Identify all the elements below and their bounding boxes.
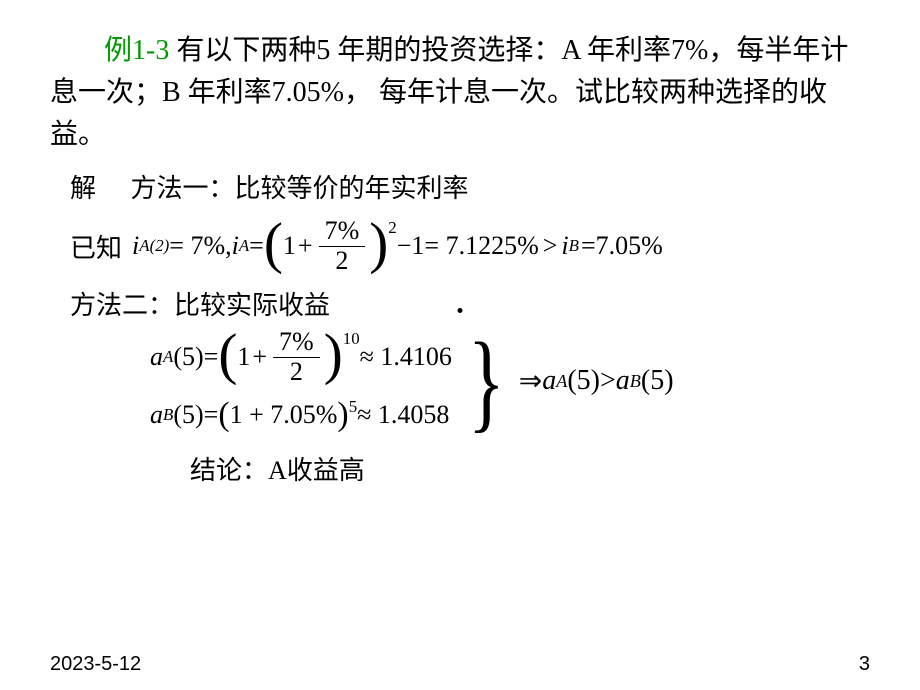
example-label: 例1-3 (104, 35, 169, 66)
eq1: = (249, 231, 264, 261)
slide: 例1-3 有以下两种5 年期的投资选择：A 年利率7%，每半年计息一次；B 年利… (0, 0, 920, 690)
plus2: + (252, 342, 267, 372)
lparen-icon: ( (264, 221, 283, 267)
exp10: 10 (343, 329, 360, 349)
frac1-num: 7% (319, 217, 366, 247)
aB-expr: aB (5) = ( 1 + 7.05% ) 5 ≈ 1.4058 (150, 396, 449, 434)
aA-expr: aA (5) = ( 1 + 7% 2 ) 10 ≈ 1.4106 (150, 328, 452, 386)
footer-date: 2023-5-12 (50, 653, 141, 676)
method1-title: 方法一：比较等价的年实利率 (131, 174, 469, 203)
iA-expr: iA = ( 1 + 7% 2 ) 2 −1 = 7.1225% > iB =7… (232, 217, 663, 275)
sym-aB2: a (616, 365, 630, 397)
five2: (5) (173, 400, 203, 430)
sub-aB: B (163, 405, 173, 425)
sub-aA: A (163, 347, 173, 367)
sub-B: B (569, 236, 579, 256)
rparen-icon: ) (369, 221, 388, 267)
exp5: 5 (349, 397, 357, 417)
method1-title-line: 解 方法一：比较等价的年实利率 (70, 168, 870, 205)
gt2: > (600, 365, 616, 397)
footer: 2023-5-12 3 (50, 653, 870, 676)
sub-aB2: B (630, 371, 641, 392)
problem-text: 例1-3 有以下两种5 年期的投资选择：A 年利率7%，每半年计息一次；B 年利… (50, 30, 870, 156)
approx1: ≈ 1.4106 (360, 342, 452, 372)
implies-icon: ⇒ (519, 364, 542, 398)
method2-title: 方法二：比较实际收益 (70, 285, 870, 322)
sup-2: (2) (150, 236, 170, 256)
sub-A: A (139, 236, 149, 256)
sub-A2: A (239, 236, 249, 256)
solution-label: 解 (70, 174, 96, 203)
frac2-den: 2 (284, 358, 309, 387)
rparen3-icon: ) (337, 396, 348, 434)
sym-aA: a (150, 342, 163, 372)
lparen3-icon: ( (218, 396, 229, 434)
res1: = 7.1225% (424, 231, 538, 261)
rparen2-icon: ) (324, 332, 343, 378)
sub-aA2: A (556, 371, 567, 392)
exp2: 2 (388, 218, 396, 238)
method2-left: aA (5) = ( 1 + 7% 2 ) 10 ≈ 1.4106 (150, 328, 452, 434)
aB-line: aB (5) = ( 1 + 7.05% ) 5 ≈ 1.4058 (150, 396, 452, 434)
five4: (5) (641, 365, 674, 397)
plus1: + (298, 231, 313, 261)
eq2: = (204, 342, 219, 372)
sym-aA2: a (542, 365, 556, 397)
brace-group: } ⇒ aA (5) > aB (5) (460, 332, 674, 431)
method2-block: aA (5) = ( 1 + 7% 2 ) 10 ≈ 1.4106 (150, 328, 870, 434)
iB-val: =7.05% (581, 231, 663, 261)
aA-line: aA (5) = ( 1 + 7% 2 ) 10 ≈ 1.4106 (150, 328, 452, 386)
eq3: = (204, 400, 219, 430)
one2: 1 (237, 342, 250, 372)
lparen2-icon: ( (218, 332, 237, 378)
iA2-val: = 7%, (169, 231, 231, 261)
footer-page: 3 (859, 653, 870, 676)
sym-i2: i (232, 231, 239, 261)
approx2: ≈ 1.4058 (357, 400, 449, 430)
conclusion: 结论：A收益高 (190, 450, 870, 487)
problem-body: 有以下两种5 年期的投资选择：A 年利率7%，每半年计息一次；B 年利率7.05… (50, 35, 848, 150)
minus1: −1 (397, 231, 425, 261)
method1-formula: 已知 iA(2) = 7%, iA = ( 1 + 7% 2 ) 2 −1 = … (70, 217, 870, 275)
frac2-num: 7% (273, 328, 320, 358)
iA2-expr: iA(2) = 7%, (132, 231, 232, 261)
brace-icon: } (468, 332, 505, 431)
center-dot-icon (458, 308, 463, 313)
five1: (5) (173, 342, 203, 372)
frac1: 7% 2 (319, 217, 366, 275)
five3: (5) (567, 365, 600, 397)
one1: 1 (283, 231, 296, 261)
known-label: 已知 (70, 228, 122, 265)
frac1-den: 2 (329, 247, 354, 276)
implies-expr: ⇒ aA (5) > aB (5) (519, 364, 674, 398)
sym-iB: i (561, 231, 568, 261)
sym-aB: a (150, 400, 163, 430)
gt1: > (543, 231, 558, 261)
frac2: 7% 2 (273, 328, 320, 386)
b-inner: 1 + 7.05% (230, 400, 338, 430)
